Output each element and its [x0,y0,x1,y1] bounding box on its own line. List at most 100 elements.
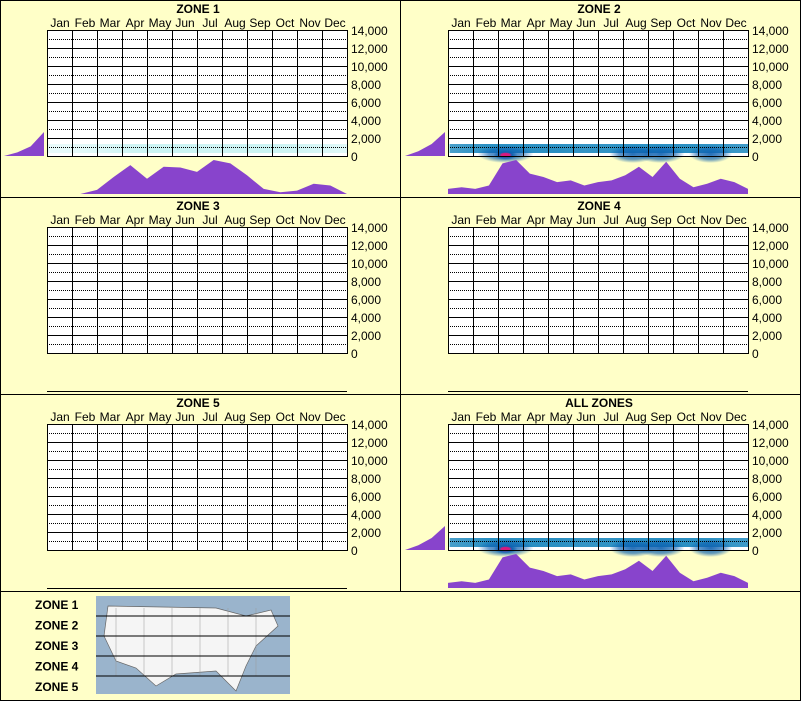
heat-cell [584,144,586,153]
heat-cell [211,144,213,153]
plot-frame [448,227,749,354]
heat-cell [233,144,235,153]
heat-cell [245,144,247,153]
heat-cell [261,144,263,153]
heat-cell [277,144,279,153]
y-tick-label: 0 [351,544,358,558]
heat-cell [566,144,568,153]
heat-cell [728,538,730,547]
y-tick-label: 14,000 [351,221,388,235]
month-label: Aug [625,16,646,30]
month-label: Sep [650,410,672,424]
heat-cell [736,144,738,153]
heat-cell [454,538,456,547]
month-label: Mar [100,16,121,30]
heat-cell [604,144,606,153]
heat-cell [135,144,137,153]
heat-cell [692,144,694,153]
month-label: Aug [224,213,245,227]
y-tick-label: 4,000 [752,114,782,128]
heat-cell [115,144,117,153]
y-tick-label: 14,000 [351,418,388,432]
y-tick-label: 8,000 [752,78,782,92]
monthly-profile [448,160,748,194]
heat-cell [478,144,480,153]
heat-cell [231,144,233,153]
heat-cell [482,144,484,153]
heat-cell [193,144,195,153]
month-label: Jan [451,410,470,424]
heat-cell [474,144,476,153]
y-tick-label: 14,000 [351,24,388,38]
month-label: Jun [175,410,194,424]
heat-cell [600,538,602,547]
heat-cell [149,144,151,153]
heat-cell [686,538,688,547]
heat-cell [345,144,347,153]
month-label: Oct [276,410,295,424]
heat-cell [119,144,121,153]
heat-cell [133,144,135,153]
heat-cell [560,538,562,547]
panel-title: ZONE 4 [577,199,621,213]
heat-cell [576,144,578,153]
heat-cell [77,144,79,153]
heat-cell [311,144,313,153]
heat-cell [215,144,217,153]
heat-cell [237,144,239,153]
heat-cell [141,144,143,153]
heat-cell [740,538,742,547]
heat-cell [600,144,602,153]
monthly-profile [47,160,347,194]
heat-cell [682,538,684,547]
heat-cell [530,144,532,153]
heat-cell [67,144,69,153]
heat-cell [93,144,95,153]
heat-cell [690,144,692,153]
month-label: Nov [299,16,320,30]
zone-label: ZONE 1 [35,598,79,612]
heat-cell [478,538,480,547]
heat-cell [560,144,562,153]
month-label: Jan [50,410,69,424]
y-tick-label: 10,000 [752,257,789,271]
y-tick-label: 4,000 [752,311,782,325]
y-tick-label: 10,000 [351,60,388,74]
y-tick-label: 12,000 [752,239,789,253]
month-label: May [550,16,573,30]
heat-hotspot [689,145,732,163]
heat-cell [736,538,738,547]
heat-cell [680,144,682,153]
y-tick-label: 0 [351,347,358,361]
zone-legend: ZONE 1 ZONE 2 ZONE 3 ZONE 4 ZONE 5 [35,596,290,694]
heat-cell [538,538,540,547]
heat-cell [554,538,556,547]
heat-cell [199,144,201,153]
heat-cell [69,144,71,153]
month-label: May [550,213,573,227]
month-label: Feb [476,410,497,424]
month-label: Dec [725,410,746,424]
month-label: Sep [650,213,672,227]
heat-cell [534,144,536,153]
heat-cell [552,538,554,547]
heat-cell [604,538,606,547]
month-label: Jan [451,213,470,227]
heat-cell [592,538,594,547]
y-tick-label: 2,000 [752,132,782,146]
heat-cell [688,144,690,153]
heat-cell [586,144,588,153]
heat-cell [303,144,305,153]
month-label: Oct [677,410,696,424]
heat-cell [289,144,291,153]
heat-cell [265,144,267,153]
heat-cell [460,538,462,547]
heat-cell [580,538,582,547]
heat-cell [690,538,692,547]
month-label: Mar [501,16,522,30]
y-tick-label: 14,000 [752,221,789,235]
month-label: Jun [175,213,194,227]
heat-cell [684,144,686,153]
heat-cell [546,144,548,153]
